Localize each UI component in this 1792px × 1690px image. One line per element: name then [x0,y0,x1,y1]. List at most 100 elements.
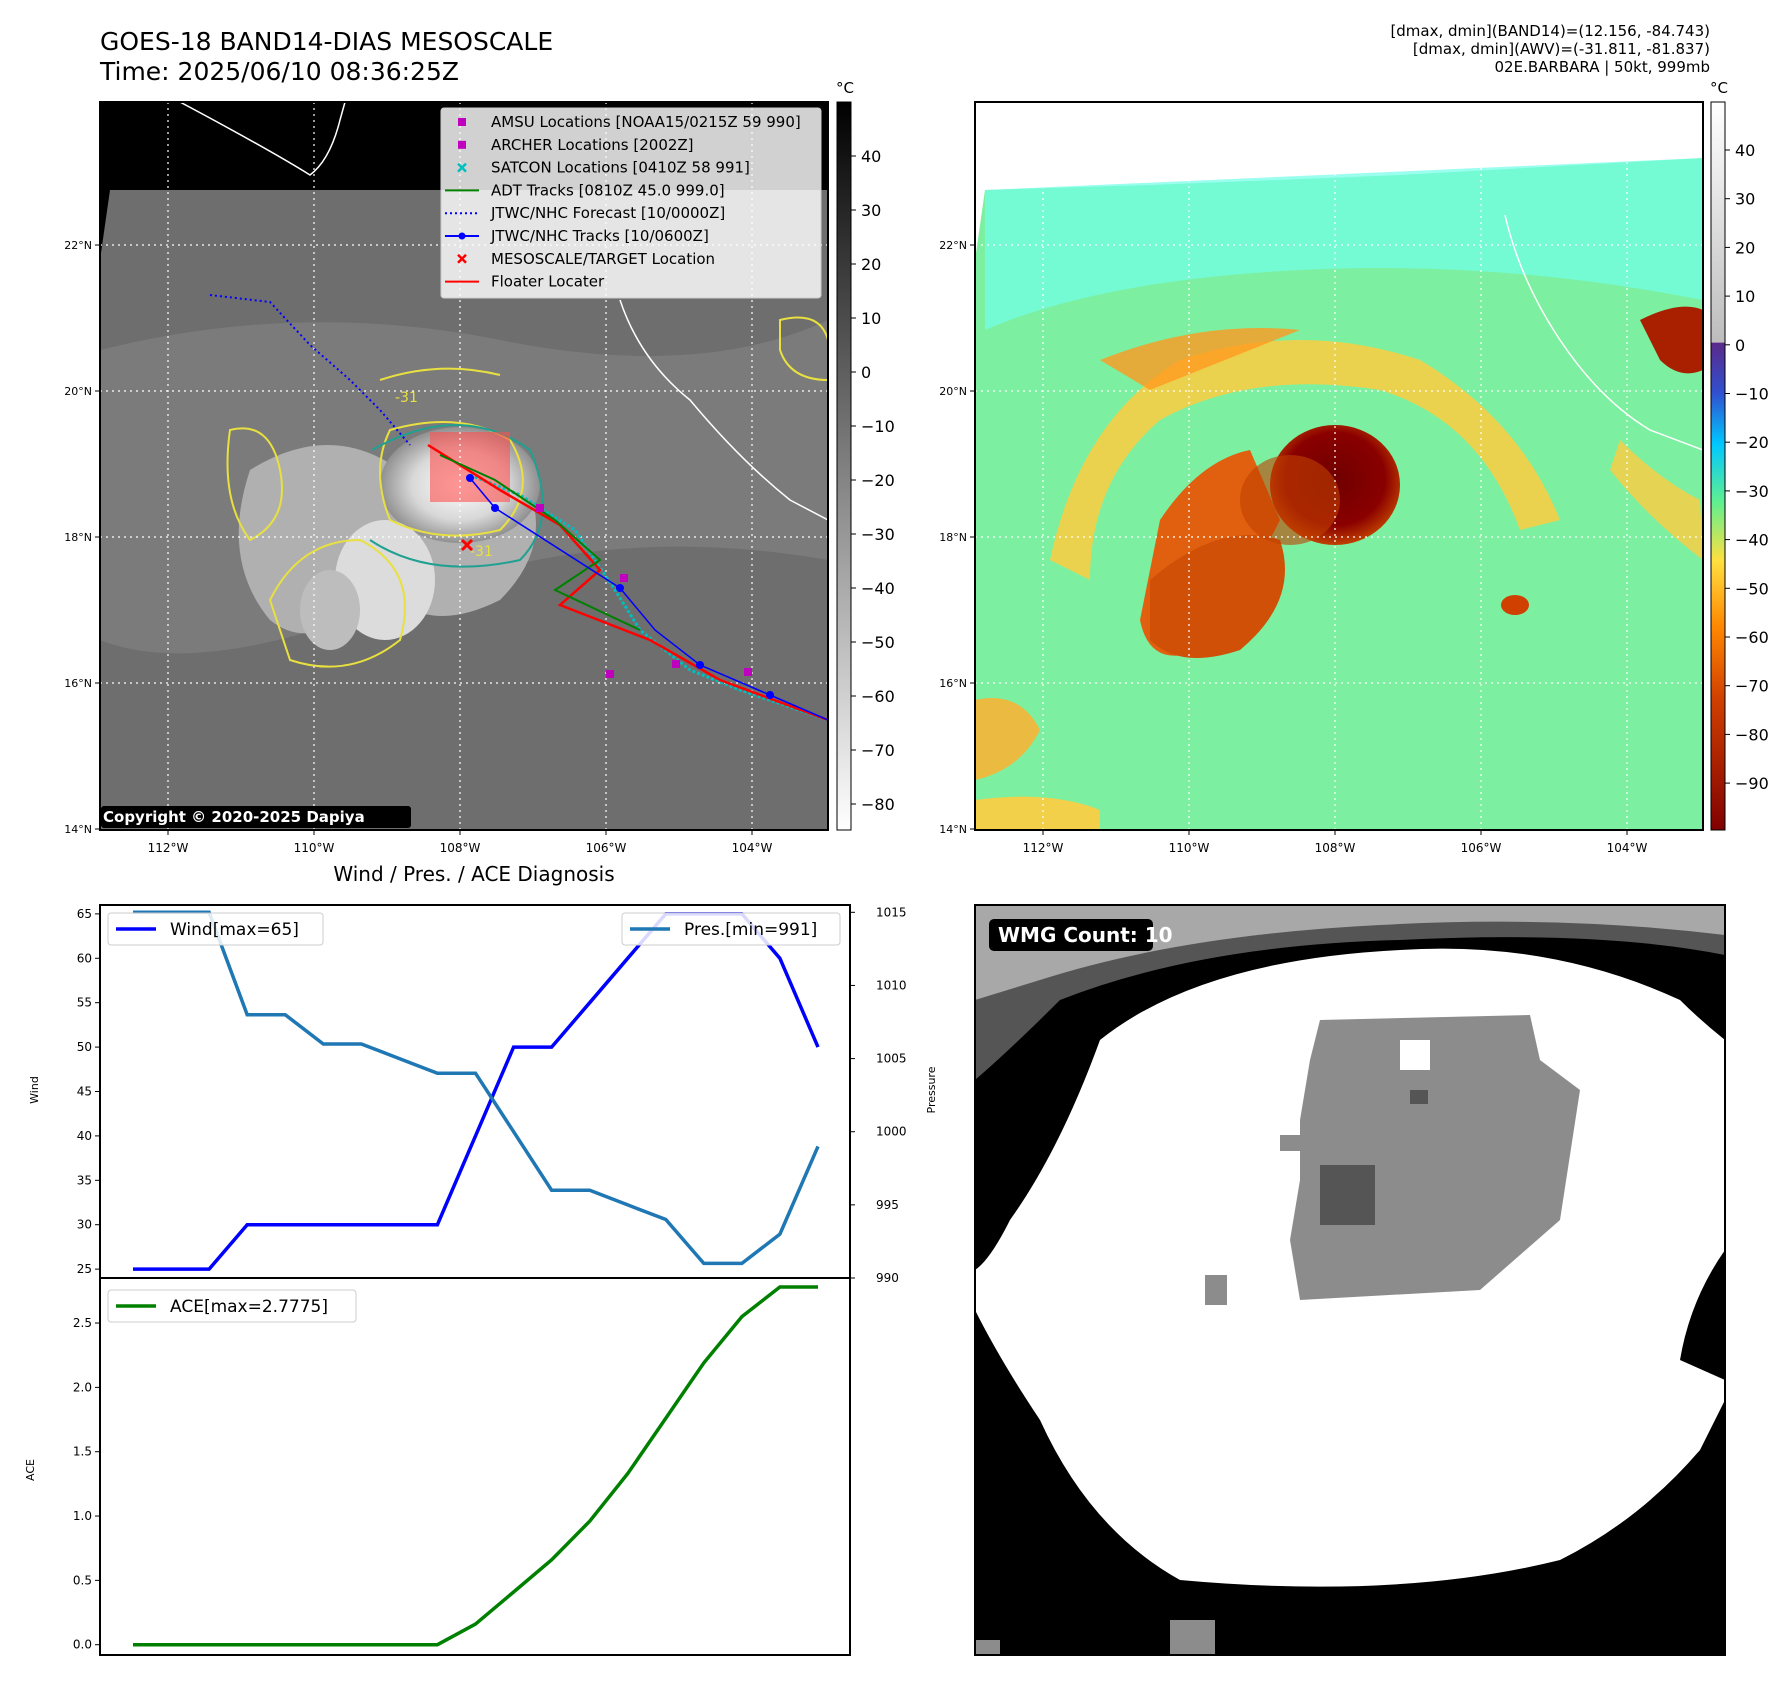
colorbar-tick-label: −50 [1735,579,1769,598]
colorbar-tick-label: 40 [861,147,881,166]
amsu-archer-markers [536,504,752,678]
ir-colorbar-unit: °C [836,79,854,97]
pressure-tick-label: 1000 [876,1125,907,1139]
ace-tick-label: 0.0 [73,1638,92,1652]
wind-tick-label: 25 [77,1262,92,1276]
wmg-outer-black [975,905,1725,1270]
lon-tick-label: 110°W [294,841,335,855]
coastline [179,102,346,176]
legend-marker [458,140,466,149]
pressure-legend: Pres.[min=991] [621,912,841,946]
awv-cold-spot [1640,306,1703,374]
awv-map-panel: °C 40 30 20 10 0 −10 −20 −30 −40 −50 −60 −70 −80 −90 [974,79,1769,831]
colorbar-tick-label: 40 [1735,141,1755,160]
pressure-tick-label: 1010 [876,978,907,992]
lat-tick-label: 16°N [939,677,967,690]
storm-info: [dmax, dmin](BAND14)=(12.156, -84.743) [… [1390,22,1710,76]
legend-entry-1: ARCHER Locations [2002Z] [458,136,694,154]
wind-tick-label: 50 [77,1040,92,1054]
colorbar-tick-label: −80 [861,795,895,814]
wind-legend: Wind[max=65] [107,912,324,946]
chart-title: GOES-18 BAND14-DIAS MESOSCALE Time: 2025… [100,27,553,87]
target-location-marker [460,538,474,552]
ace-axis-label: ACE [24,1459,37,1481]
series-line-ace [133,1285,818,1647]
colorbar-tick-label: −10 [1735,385,1769,404]
pressure-tick-label: 990 [876,1271,899,1285]
ir-colorbar [836,101,852,831]
colorbar-tick-label: −90 [1735,774,1769,793]
colorbar-tick-label: 0 [1735,336,1745,355]
title-line-1: GOES-18 BAND14-DIAS MESOSCALE [100,27,554,56]
wind-tick-label: 30 [77,1218,92,1232]
colorbar-tick-label: 10 [861,309,881,328]
lat-tick-label: 20°N [64,385,92,398]
wind-tick-label: 40 [77,1129,92,1143]
diagnosis-panel: Wind / Pres. / ACE Diagnosis Wind Pressu… [24,862,938,1656]
legend-entry-3: ADT Tracks [0810Z 45.0 999.0] [445,181,725,199]
target-box [430,432,510,502]
colorbar-tick-label: 30 [861,201,881,220]
lat-tick-label: 18°N [939,531,967,544]
lat-tick-label: 14°N [939,823,967,836]
ace-legend-label: ACE[max=2.7775] [170,1297,328,1317]
colorbar-tick-label: −30 [1735,482,1769,501]
colorbar-tick-label: −80 [1735,725,1769,744]
legend-label: SATCON Locations [0410Z 58 991] [491,159,750,177]
colorbar-tick-label: −60 [1735,628,1769,647]
colorbar-tick-label: −40 [1735,531,1769,550]
ace-legend: ACE[max=2.7775] [107,1289,357,1323]
map-legend: AMSU Locations [NOAA15/0215Z 59 990] ARCH… [440,107,822,299]
legend-entry-6: MESOSCALE/TARGET Location [457,250,715,268]
colorbar-tick-label: −10 [861,417,895,436]
lat-tick-label: 16°N [64,677,92,690]
ace-tick-label: 2.5 [73,1316,92,1330]
colorbar-tick-label: −20 [861,471,895,490]
colorbar-tick-label: −70 [1735,677,1769,696]
legend-entry-5: JTWC/NHC Tracks [10/0600Z] [445,227,709,245]
pressure-legend-label: Pres.[min=991] [684,920,817,940]
wind-pres-frame [99,904,851,1279]
floater-locater-track [427,443,828,722]
lat-tick-label: 14°N [64,823,92,836]
legend-marker [458,118,466,126]
ace-frame [99,1277,851,1656]
lon-tick-label: 106°W [1461,841,1502,855]
lon-tick-label: 106°W [586,841,627,855]
legend-marker [457,253,467,264]
title-line-2: Time: 2025/06/10 08:36:25Z [100,57,459,86]
colorbar-tick-label: 20 [861,255,881,274]
wmg-panel: WMG Count: 10 [974,904,1726,1656]
colorbar-tick-label: 0 [861,363,871,382]
ace-tick-label: 1.5 [73,1445,92,1459]
jtwc-forecast-track [209,294,411,446]
wind-legend-label: Wind[max=65] [170,920,299,940]
contour-label-1: -31 [395,390,418,406]
lon-tick-label: 104°W [1607,841,1648,855]
wind-tick-label: 65 [77,907,92,921]
legend-entry-0: AMSU Locations [NOAA15/0215Z 59 990] [458,113,801,131]
lat-tick-label: 20°N [939,385,967,398]
colorbar-tick-label: 20 [1735,238,1755,257]
legend-label: AMSU Locations [NOAA15/0215Z 59 990] [491,113,801,131]
ir-map-panel: -31 -31 AMSU Locations [NOAA15/0215Z 59 … [99,79,895,831]
colorbar-tick-label: −50 [861,633,895,652]
lon-tick-label: 108°W [1315,841,1356,855]
wmg-count-box [989,919,1153,951]
wmg-count-label: WMG Count: 10 [998,923,1173,947]
pressure-axis-label: Pressure [925,1066,938,1113]
legend-entry-7: Floater Locater [445,273,605,291]
legend-label: ADT Tracks [0810Z 45.0 999.0] [491,181,725,199]
wmg-eyewall-region [1290,1015,1580,1300]
pressure-tick-label: 1015 [876,905,907,919]
diagnosis-title: Wind / Pres. / ACE Diagnosis [333,862,614,886]
colorbar-tick-label: −60 [861,687,895,706]
lon-tick-label: 108°W [440,841,481,855]
legend-label: Floater Locater [491,273,605,291]
wind-tick-label: 55 [77,996,92,1010]
ace-tick-label: 0.5 [73,1573,92,1587]
wind-tick-label: 45 [77,1085,92,1099]
ir-map-frame [99,101,829,831]
awv-map-frame [974,101,1704,831]
awv-colorbar-unit: °C [1710,79,1728,97]
